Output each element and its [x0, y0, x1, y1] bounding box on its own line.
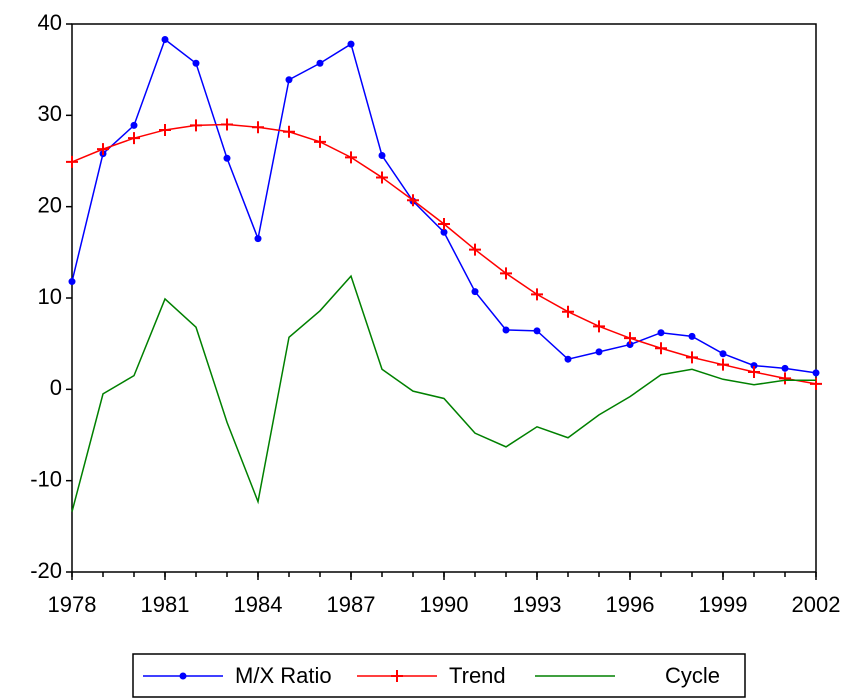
x-tick-label: 1996 [606, 592, 655, 617]
x-tick-label: 1987 [327, 592, 376, 617]
y-tick-label: 30 [38, 101, 62, 126]
y-tick-label: 0 [50, 375, 62, 400]
point [130, 121, 138, 129]
point [688, 332, 696, 340]
point [533, 327, 541, 335]
point [626, 341, 634, 349]
point [345, 151, 357, 164]
y-tick-label: 10 [38, 284, 62, 309]
legend-label: M/X Ratio [235, 663, 332, 688]
y-tick-label: 20 [38, 192, 62, 217]
point [500, 267, 512, 280]
point [283, 125, 295, 138]
point [595, 348, 603, 356]
point [66, 155, 78, 168]
point [469, 243, 481, 256]
point [316, 59, 324, 67]
x-tick-label: 1984 [234, 592, 283, 617]
point [376, 171, 388, 184]
y-tick-label: -10 [30, 466, 62, 491]
point [161, 36, 169, 44]
point [562, 305, 574, 318]
point [192, 59, 200, 67]
point [502, 326, 510, 334]
x-tick-label: 1993 [513, 592, 562, 617]
point [719, 350, 727, 358]
x-tick-label: 1981 [141, 592, 190, 617]
x-tick-label: 1999 [699, 592, 748, 617]
point [655, 342, 667, 355]
point [97, 143, 109, 156]
legend-marker [391, 670, 403, 682]
point [438, 218, 450, 231]
point [564, 355, 572, 363]
point [252, 121, 264, 134]
point [254, 235, 262, 243]
point [750, 362, 758, 370]
point [440, 228, 448, 236]
point [781, 364, 789, 372]
point [657, 329, 665, 337]
point [128, 132, 140, 145]
point [68, 278, 76, 286]
legend-box [132, 653, 746, 698]
y-tick-label: 40 [38, 10, 62, 35]
point [531, 288, 543, 301]
point [378, 152, 386, 160]
point [812, 369, 820, 377]
point [285, 76, 293, 84]
legend-label: Cycle [665, 663, 720, 688]
point [347, 40, 355, 48]
series-line [71, 274, 816, 512]
point [593, 320, 605, 333]
point [223, 154, 231, 162]
point [624, 332, 636, 345]
point [159, 123, 171, 136]
x-tick-label: 1990 [420, 592, 469, 617]
point [748, 365, 760, 378]
y-tick-label: -20 [30, 558, 62, 583]
point [190, 119, 202, 132]
x-tick-label: 2002 [792, 592, 841, 617]
point [314, 135, 326, 148]
series-line [71, 123, 817, 385]
point [471, 288, 479, 296]
point [686, 351, 698, 364]
point [407, 194, 419, 207]
legend-marker [179, 672, 187, 680]
plot-frame [71, 23, 817, 573]
point [717, 358, 729, 371]
x-tick-label: 1978 [48, 592, 97, 617]
legend-label: Trend [449, 663, 506, 688]
point [779, 372, 791, 385]
series-line [71, 38, 817, 374]
point [221, 118, 233, 131]
